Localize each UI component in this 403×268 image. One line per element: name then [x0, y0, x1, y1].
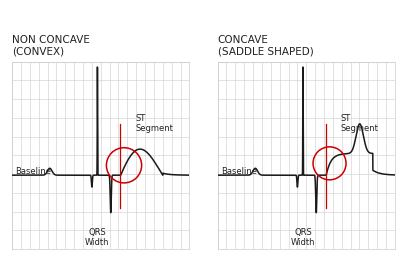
Text: Baseline: Baseline: [15, 167, 52, 176]
Text: CONCAVE
(SADDLE SHAPED): CONCAVE (SADDLE SHAPED): [218, 35, 314, 56]
Text: QRS
Width: QRS Width: [85, 228, 110, 247]
Text: NON CONCAVE
(CONVEX): NON CONCAVE (CONVEX): [12, 35, 90, 56]
Text: ST
Segment: ST Segment: [135, 114, 173, 133]
Text: Baseline: Baseline: [221, 167, 257, 176]
Text: QRS
Width: QRS Width: [291, 228, 315, 247]
Text: ST
Segment: ST Segment: [341, 114, 378, 133]
